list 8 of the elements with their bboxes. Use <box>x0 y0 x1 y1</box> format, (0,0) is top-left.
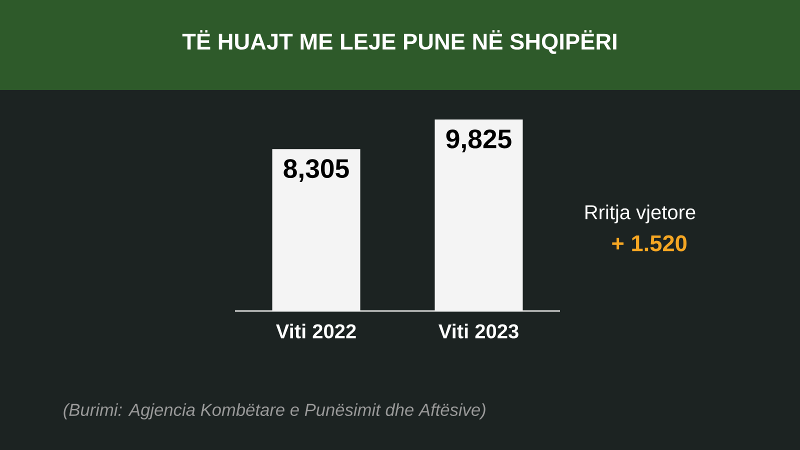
x-tick-label: Viti 2023 <box>438 324 518 338</box>
text: + 1.520 <box>612 235 687 252</box>
x-tick-label: Viti 2022 <box>276 324 356 338</box>
text: (Burimi: Agjencia Kombëtare e Punësimit dhe Aftësive) <box>64 403 486 420</box>
text: Rritja vjetore <box>586 204 696 224</box>
data-label: 8,305 <box>284 159 349 182</box>
chart-title: TË HUAJT ME LEJE PUNE NË SHQIPËRI <box>182 30 616 54</box>
data-label: 9,825 <box>446 130 512 152</box>
